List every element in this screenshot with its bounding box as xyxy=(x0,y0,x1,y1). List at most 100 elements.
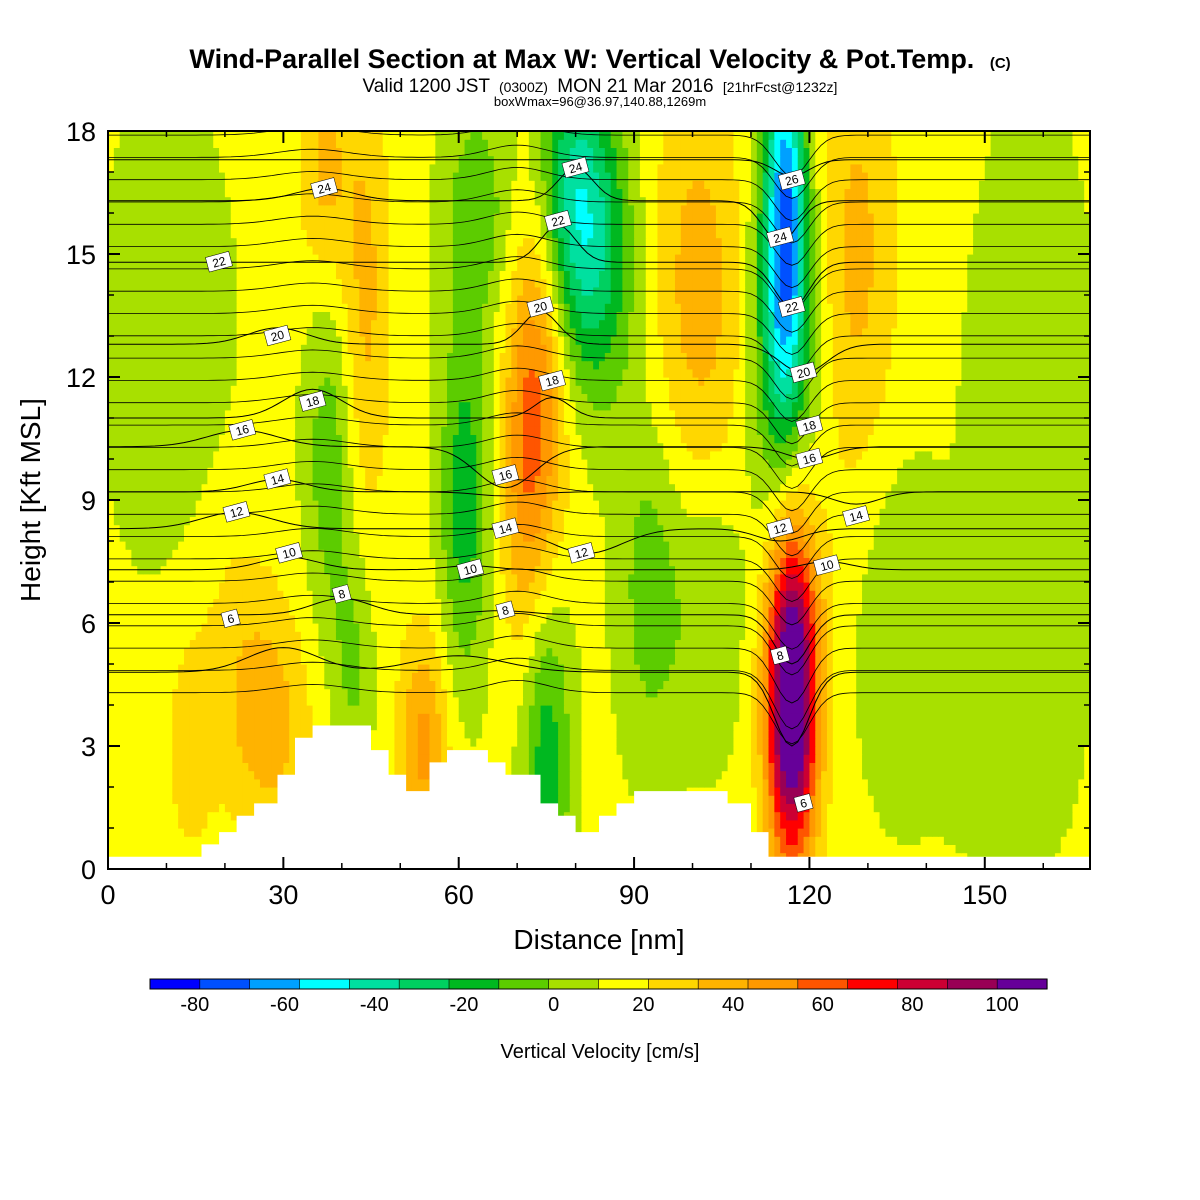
velocity-cell xyxy=(915,803,921,812)
velocity-cell xyxy=(166,664,172,673)
velocity-cell xyxy=(710,648,716,657)
velocity-cell xyxy=(663,754,669,763)
velocity-cell xyxy=(1002,746,1008,755)
velocity-cell xyxy=(429,648,435,657)
velocity-cell xyxy=(564,672,570,681)
velocity-cell xyxy=(558,680,564,689)
velocity-cell xyxy=(821,779,827,788)
velocity-cell xyxy=(973,730,979,739)
velocity-cell xyxy=(932,844,938,853)
velocity-cell xyxy=(815,746,821,755)
velocity-cell xyxy=(1055,697,1061,706)
velocity-cell xyxy=(412,779,418,788)
velocity-cell xyxy=(938,787,944,796)
velocity-cell xyxy=(1072,779,1078,788)
velocity-cell xyxy=(301,623,307,632)
velocity-cell xyxy=(640,664,646,673)
velocity-cell xyxy=(307,713,313,722)
velocity-cell xyxy=(237,648,243,657)
velocity-cell xyxy=(213,623,219,632)
velocity-cell xyxy=(880,828,886,837)
velocity-cell xyxy=(587,787,593,796)
velocity-cell xyxy=(640,738,646,747)
velocity-cell xyxy=(1026,746,1032,755)
velocity-cell xyxy=(874,730,880,739)
velocity-cell xyxy=(681,730,687,739)
velocity-cell xyxy=(874,648,880,657)
velocity-cell xyxy=(956,754,962,763)
velocity-cell xyxy=(196,631,202,640)
velocity-cell xyxy=(868,771,874,780)
velocity-cell xyxy=(780,820,786,829)
velocity-cell xyxy=(523,631,529,640)
velocity-cell xyxy=(605,705,611,714)
velocity-cell xyxy=(979,812,985,821)
velocity-cell xyxy=(774,787,780,796)
velocity-cell xyxy=(903,664,909,673)
velocity-cell xyxy=(897,828,903,837)
velocity-cell xyxy=(798,738,804,747)
velocity-cell xyxy=(880,656,886,665)
velocity-cell xyxy=(546,623,552,632)
velocity-cell xyxy=(196,656,202,665)
velocity-cell xyxy=(985,803,991,812)
velocity-cell xyxy=(605,771,611,780)
velocity-cell xyxy=(938,672,944,681)
velocity-cell xyxy=(248,795,254,804)
velocity-cell xyxy=(424,762,430,771)
velocity-cell xyxy=(862,762,868,771)
velocity-cell xyxy=(996,656,1002,665)
velocity-cell xyxy=(482,713,488,722)
velocity-cell xyxy=(400,689,406,698)
velocity-cell xyxy=(733,771,739,780)
velocity-cell xyxy=(1026,779,1032,788)
velocity-cell xyxy=(1032,713,1038,722)
velocity-cell xyxy=(143,820,149,829)
velocity-cell xyxy=(535,730,541,739)
velocity-cell xyxy=(1026,803,1032,812)
velocity-cell xyxy=(780,746,786,755)
velocity-cell xyxy=(453,713,459,722)
velocity-cell xyxy=(1078,754,1084,763)
velocity-cell xyxy=(529,730,535,739)
velocity-cell xyxy=(1002,836,1008,845)
velocity-cell xyxy=(231,680,237,689)
velocity-cell xyxy=(114,779,120,788)
velocity-cell xyxy=(500,721,506,730)
velocity-cell xyxy=(693,713,699,722)
velocity-cell xyxy=(242,730,248,739)
velocity-cell xyxy=(657,623,663,632)
velocity-cell xyxy=(1037,771,1043,780)
velocity-cell xyxy=(652,631,658,640)
velocity-cell xyxy=(991,631,997,640)
velocity-cell xyxy=(897,705,903,714)
velocity-cell xyxy=(155,844,161,853)
velocity-cell xyxy=(1014,713,1020,722)
velocity-cell xyxy=(663,730,669,739)
velocity-cell xyxy=(587,771,593,780)
velocity-cell xyxy=(581,730,587,739)
velocity-cell xyxy=(722,713,728,722)
velocity-cell xyxy=(1078,697,1084,706)
velocity-cell xyxy=(716,680,722,689)
velocity-cell xyxy=(453,697,459,706)
velocity-cell xyxy=(885,680,891,689)
velocity-cell xyxy=(406,721,412,730)
velocity-cell xyxy=(219,648,225,657)
velocity-cell xyxy=(780,631,786,640)
velocity-cell xyxy=(991,771,997,780)
velocity-cell xyxy=(967,639,973,648)
velocity-cell xyxy=(751,730,757,739)
velocity-cell xyxy=(581,754,587,763)
velocity-cell xyxy=(862,721,868,730)
velocity-cell xyxy=(973,803,979,812)
velocity-cell xyxy=(1061,721,1067,730)
velocity-cell xyxy=(885,648,891,657)
velocity-cell xyxy=(1020,820,1026,829)
velocity-cell xyxy=(815,836,821,845)
velocity-cell xyxy=(447,697,453,706)
velocity-cell xyxy=(394,762,400,771)
velocity-cell xyxy=(1043,795,1049,804)
velocity-cell xyxy=(903,779,909,788)
velocity-cell xyxy=(137,664,143,673)
